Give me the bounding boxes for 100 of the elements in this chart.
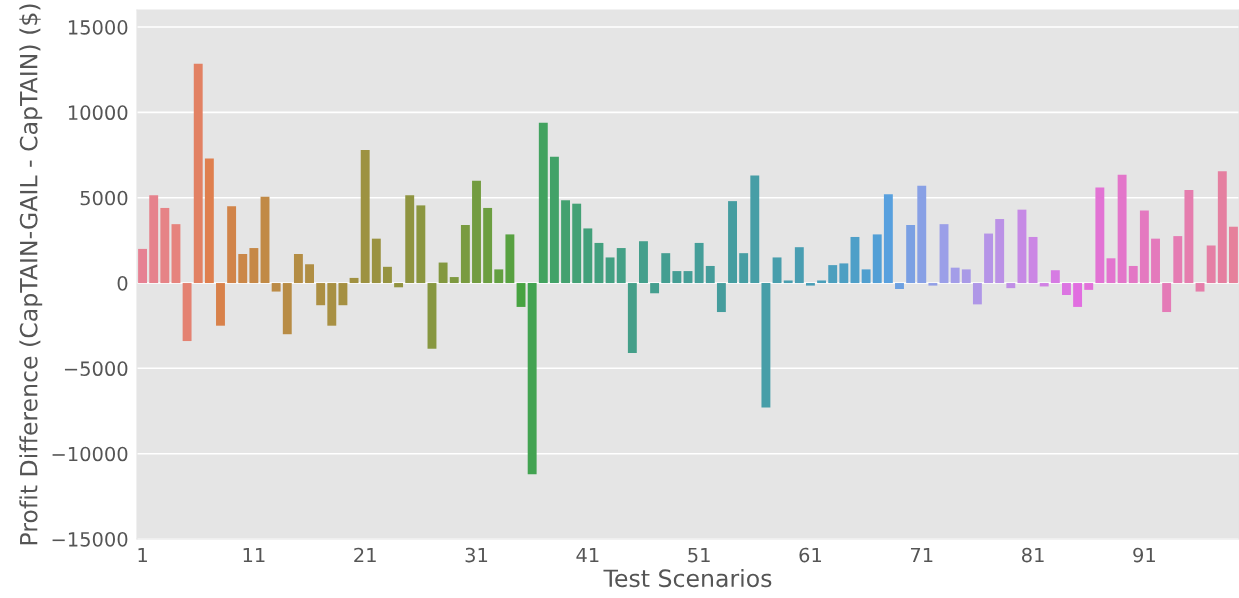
x-tick-label: 91 [1133, 547, 1155, 563]
bar [961, 269, 971, 284]
bar [171, 224, 181, 284]
bar [438, 262, 448, 284]
bar [694, 242, 704, 284]
bar [305, 264, 314, 284]
y-tick-label: 0 [117, 275, 128, 291]
bar [917, 185, 927, 284]
bar [271, 283, 281, 292]
bar [338, 283, 348, 306]
bar [472, 180, 481, 284]
bar [327, 283, 337, 326]
bar [516, 283, 526, 307]
bar [728, 201, 737, 284]
bar [371, 238, 381, 284]
x-tick-label: 41 [576, 547, 599, 563]
bar [249, 248, 259, 284]
bar [149, 195, 159, 284]
bar [494, 269, 504, 284]
bar [716, 283, 726, 313]
bar [1050, 270, 1060, 284]
bar [394, 283, 404, 288]
bar [1028, 236, 1038, 284]
bar [260, 196, 270, 284]
bar [839, 263, 849, 284]
bar [483, 207, 493, 284]
bar [405, 195, 415, 284]
y-axis-title: Profit Difference (CapTAIN-GAIL - CapTAIN) ($) [19, 4, 43, 545]
bar [683, 271, 693, 284]
bar [216, 283, 225, 326]
x-tick-label: 81 [1022, 547, 1044, 563]
bar [828, 265, 838, 284]
bar [650, 283, 660, 294]
bar [639, 241, 648, 284]
bar [1217, 171, 1227, 284]
bar [794, 247, 804, 284]
x-tick-label: 51 [688, 547, 710, 563]
bar [427, 283, 437, 349]
y-tick-label: 5000 [80, 190, 128, 206]
x-axis-title: Test Scenarios [603, 568, 772, 588]
x-tick-label: 1 [138, 547, 147, 563]
bar [861, 269, 871, 284]
bar [1206, 245, 1216, 284]
y-tick-label: −10000 [52, 446, 128, 462]
bar [182, 283, 192, 342]
y-tick-label: −15000 [52, 531, 128, 547]
bar [1228, 226, 1238, 284]
y-tick-label: 15000 [68, 20, 128, 35]
bar [672, 271, 682, 284]
bar [505, 234, 515, 284]
bar [950, 267, 960, 284]
bar [739, 253, 749, 284]
bar [1151, 238, 1160, 284]
bar [1162, 283, 1172, 313]
bar [193, 63, 203, 284]
bar [227, 206, 237, 284]
bar [1039, 283, 1049, 287]
bar [850, 236, 860, 284]
bar [1195, 283, 1205, 292]
bar [416, 205, 426, 284]
bar [705, 265, 715, 284]
bar [160, 207, 170, 284]
bar [1128, 265, 1138, 284]
bar [204, 158, 214, 284]
bar [1173, 236, 1183, 284]
bar [872, 234, 882, 284]
bar [817, 280, 827, 284]
bar [1139, 210, 1149, 284]
bar [805, 283, 815, 286]
bar [594, 242, 604, 284]
bar [883, 194, 893, 284]
bar [984, 233, 993, 284]
bar [1062, 283, 1071, 295]
bar [583, 228, 593, 284]
bar [895, 283, 904, 289]
bar [538, 122, 548, 284]
bar [995, 219, 1005, 284]
x-tick-label: 31 [465, 547, 488, 563]
y-tick-label: 10000 [68, 105, 128, 121]
bar [1017, 209, 1027, 284]
bar [138, 248, 148, 284]
x-tick-label: 61 [799, 547, 822, 563]
bar [783, 280, 793, 284]
x-tick-label: 21 [354, 547, 376, 563]
bar [1106, 258, 1116, 284]
bar [928, 283, 938, 286]
bar [605, 257, 615, 284]
x-tick-label: 11 [243, 547, 265, 563]
bar [1073, 283, 1083, 307]
bar [1184, 190, 1194, 284]
bar [449, 277, 459, 284]
bar [238, 254, 248, 284]
bar [1095, 187, 1105, 284]
bar [316, 283, 326, 306]
bar [383, 266, 392, 284]
bar [761, 283, 771, 408]
bar [1117, 174, 1127, 284]
bar [282, 283, 292, 335]
bar [1006, 283, 1016, 289]
bar [939, 224, 949, 284]
